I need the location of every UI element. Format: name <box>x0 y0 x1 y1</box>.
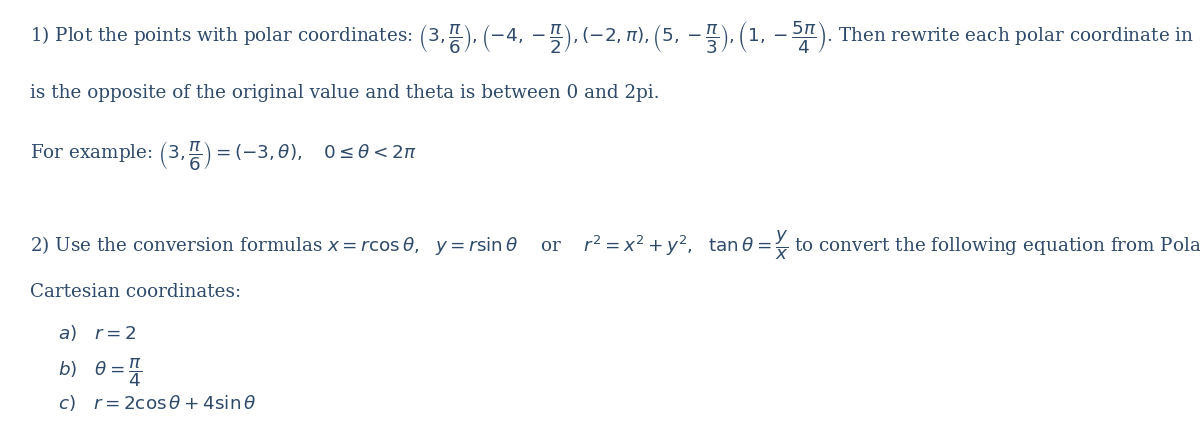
Text: 1) Plot the points with polar coordinates: $\left(3,\dfrac{\pi}{6}\right), \left: 1) Plot the points with polar coordinate… <box>30 19 1200 55</box>
Text: $a)\quad r = 2$: $a)\quad r = 2$ <box>58 323 136 343</box>
Text: $c)\quad r = 2\cos\theta + 4\sin\theta$: $c)\quad r = 2\cos\theta + 4\sin\theta$ <box>58 393 256 413</box>
Text: $b)\quad \theta = \dfrac{\pi}{4}$: $b)\quad \theta = \dfrac{\pi}{4}$ <box>58 357 142 390</box>
Text: 2) Use the conversion formulas $x = r\cos\theta,\ \ y = r\sin\theta \quad$ or $\: 2) Use the conversion formulas $x = r\co… <box>30 228 1200 262</box>
Text: Cartesian coordinates:: Cartesian coordinates: <box>30 283 241 301</box>
Text: is the opposite of the original value and theta is between 0 and 2pi.: is the opposite of the original value an… <box>30 84 660 103</box>
Text: For example: $\left(3,\dfrac{\pi}{6}\right)=\left(-3,\theta\right), \quad 0\leq\: For example: $\left(3,\dfrac{\pi}{6}\rig… <box>30 139 416 172</box>
